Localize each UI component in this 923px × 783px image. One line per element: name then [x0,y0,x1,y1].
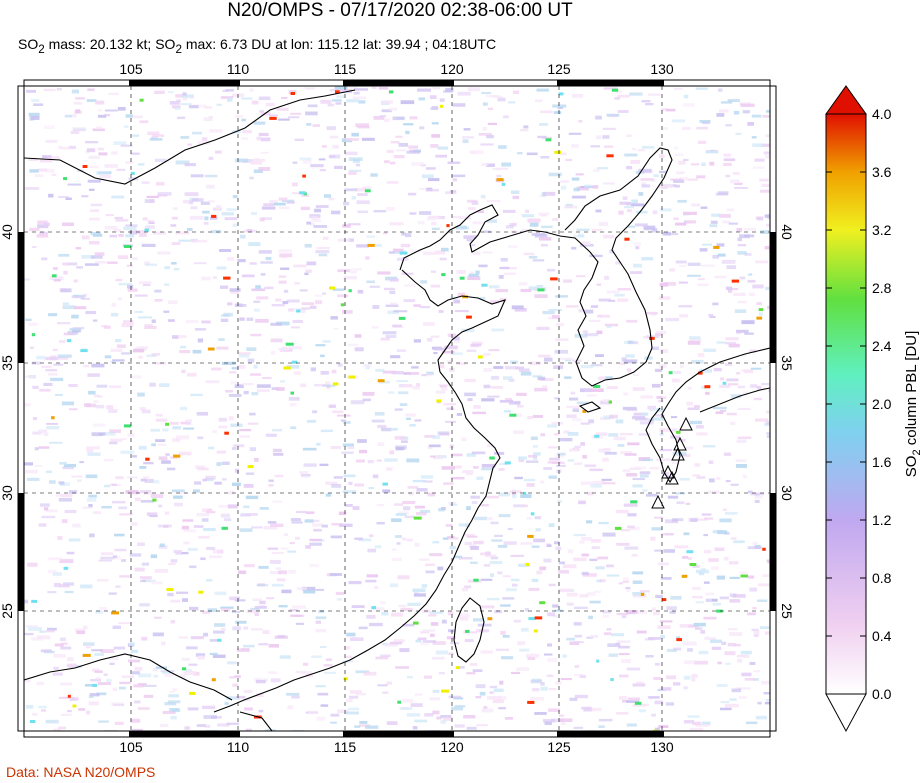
lon-label-top: 105 [119,61,143,77]
lon-label-top: 120 [440,61,464,77]
lat-label-left: 25 [0,603,15,619]
lat-label-right: 25 [779,603,795,619]
latitude-labels-right: 40 35 30 25 [779,224,795,619]
colorbar-tick-label: 0.0 [872,686,892,702]
longitude-labels-top: 105 110 115 120 125 130 [119,61,674,77]
lon-label-top: 125 [547,61,571,77]
data-credit: Data: NASA N20/OMPS [6,764,156,780]
lon-label-top: 115 [334,61,357,77]
colorbar-label: SO2 column PBL [DU] [903,331,923,477]
map-title: N20/OMPS - 07/17/2020 02:38-06:00 UT [227,0,573,21]
colorbar-tick-label: 0.4 [872,628,892,644]
colorbar-tick-label: 1.2 [872,512,892,528]
map-frame [17,79,777,738]
lat-label-left: 40 [0,224,15,240]
graticule [24,86,770,731]
colorbar-tick-label: 4.0 [872,106,892,122]
so2-summary: SO2 mass: 20.132 kt; SO2 max: 6.73 DU at… [18,36,497,56]
colorbar: 4.0 3.6 3.2 2.8 2.4 2.0 1.6 1.2 0.8 0.4 0.0 SO2 co… [825,85,923,733]
lon-label-bottom: 110 [227,739,250,755]
lon-label-bottom: 115 [334,739,357,755]
colorbar-tick-label: 3.6 [872,164,892,180]
lon-label-bottom: 120 [440,739,464,755]
colorbar-max-arrow [825,85,867,115]
lat-label-left: 30 [0,485,15,501]
lon-label-bottom: 125 [547,739,571,755]
colorbar-tick-label: 2.4 [872,338,892,354]
lat-label-right: 30 [779,485,795,501]
colorbar-tick-label: 1.6 [872,454,892,470]
longitude-labels-bottom: 105 110 115 120 125 130 [119,739,674,755]
so2-pixel-field [24,86,770,731]
lat-label-left: 35 [0,355,15,371]
lon-label-top: 130 [650,61,674,77]
colorbar-min-arrow [825,693,867,733]
latitude-labels-left: 40 35 30 25 [0,224,15,619]
volcano-markers [651,416,693,509]
lat-label-right: 35 [779,355,795,371]
lon-label-top: 110 [227,61,250,77]
colorbar-tick-label: 2.8 [872,280,892,296]
colorbar-tick-label: 2.0 [872,396,892,412]
lon-label-bottom: 105 [119,739,143,755]
colorbar-tick-label: 0.8 [872,570,892,586]
lat-label-right: 40 [779,224,795,240]
lon-label-bottom: 130 [650,739,674,755]
colorbar-tick-label: 3.2 [872,222,892,238]
